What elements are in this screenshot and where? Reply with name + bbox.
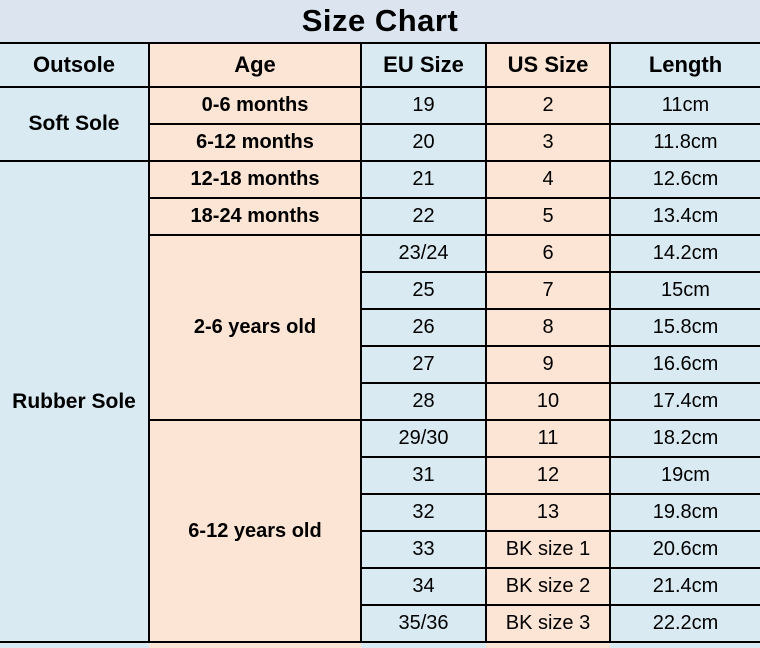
- table-row: 28 10 17.4cm: [0, 382, 760, 421]
- eu-size-cell: 28: [360, 382, 487, 421]
- eu-size-cell: 22: [360, 197, 487, 236]
- age-cell: 18-24 months: [148, 197, 362, 236]
- eu-size-cell: 32: [360, 493, 487, 532]
- age-cell: 2-6 years old: [148, 234, 362, 421]
- length-cell: 17.4cm: [609, 382, 760, 421]
- length-cell: 22.2cm: [609, 604, 760, 643]
- us-size-cell: BK size 2: [485, 567, 611, 606]
- us-size-cell: 11: [485, 419, 611, 458]
- table-row: Soft Sole 0-6 months 19 2 11cm: [0, 86, 760, 162]
- length-cell: 15.8cm: [609, 308, 760, 347]
- age-cell: 12-18 months: [148, 160, 362, 199]
- eu-size-cell: 19: [360, 86, 487, 125]
- eu-size-cell: 35/36: [360, 604, 487, 643]
- column-header-eu-size: EU Size: [360, 44, 487, 88]
- table-row: 18-24 months 22 5 13.4cm: [0, 197, 760, 236]
- table-row: 27 9 16.6cm: [0, 345, 760, 384]
- length-cell: 15cm: [609, 271, 760, 310]
- us-size-cell: BK size 3: [485, 604, 611, 643]
- column-header-outsole: Outsole: [0, 44, 150, 88]
- table-row: 31 12 19cm: [0, 456, 760, 495]
- length-cell: 12.6cm: [609, 160, 760, 199]
- outsole-cell: Rubber Sole: [0, 160, 150, 643]
- us-size-cell: 8: [485, 308, 611, 347]
- length-cell: 20.6cm: [609, 530, 760, 569]
- eu-size-cell: 20: [360, 123, 487, 162]
- age-cell: 0-6 months: [148, 86, 362, 125]
- age-cell: 6-12 years old: [148, 419, 362, 643]
- age-cell: 6-12 months: [148, 123, 362, 162]
- us-size-cell: 13: [485, 493, 611, 532]
- bottom-strip-segment: [486, 643, 610, 648]
- eu-size-cell: 29/30: [360, 419, 487, 458]
- length-cell: 11.8cm: [609, 123, 760, 162]
- length-cell: 19.8cm: [609, 493, 760, 532]
- bottom-strip-segment: [0, 643, 149, 648]
- us-size-cell: 7: [485, 271, 611, 310]
- length-cell: 19cm: [609, 456, 760, 495]
- table-bottom-edge: [0, 643, 760, 648]
- eu-size-cell: 33: [360, 530, 487, 569]
- size-table-body: Soft Sole 0-6 months 19 2 11cm 6-12 months 20 3…: [0, 86, 760, 643]
- length-cell: 14.2cm: [609, 234, 760, 273]
- bottom-strip-segment: [361, 643, 486, 648]
- table-row: 32 13 19.8cm: [0, 493, 760, 532]
- eu-size-cell: 23/24: [360, 234, 487, 273]
- page-title: Size Chart: [0, 0, 760, 44]
- column-header-us-size: US Size: [485, 44, 611, 88]
- eu-size-cell: 31: [360, 456, 487, 495]
- outsole-cell: Soft Sole: [0, 86, 150, 162]
- header-row: Outsole Age EU Size US Size Length: [0, 44, 760, 88]
- us-size-cell: 3: [485, 123, 611, 162]
- table-row: 35/36 BK size 3 22.2cm: [0, 604, 760, 643]
- table-row: 34 BK size 2 21.4cm: [0, 567, 760, 606]
- table-row: 2-6 years old 23/24 6 14.2cm: [0, 234, 760, 421]
- us-size-cell: 4: [485, 160, 611, 199]
- eu-size-cell: 27: [360, 345, 487, 384]
- us-size-cell: 10: [485, 382, 611, 421]
- table-row: 26 8 15.8cm: [0, 308, 760, 347]
- size-chart-table: Outsole Age EU Size US Size Length Soft …: [0, 44, 760, 643]
- us-size-cell: 5: [485, 197, 611, 236]
- bottom-strip-segment: [149, 643, 361, 648]
- us-size-cell: 2: [485, 86, 611, 125]
- column-header-age: Age: [148, 44, 362, 88]
- length-cell: 21.4cm: [609, 567, 760, 606]
- us-size-cell: BK size 1: [485, 530, 611, 569]
- table-row: 33 BK size 1 20.6cm: [0, 530, 760, 569]
- eu-size-cell: 25: [360, 271, 487, 310]
- us-size-cell: 9: [485, 345, 611, 384]
- length-cell: 13.4cm: [609, 197, 760, 236]
- table-row: 6-12 years old 29/30 11 18.2cm: [0, 419, 760, 643]
- us-size-cell: 6: [485, 234, 611, 273]
- table-row: 25 7 15cm: [0, 271, 760, 310]
- eu-size-cell: 21: [360, 160, 487, 199]
- column-header-length: Length: [609, 44, 760, 88]
- length-cell: 16.6cm: [609, 345, 760, 384]
- eu-size-cell: 34: [360, 567, 487, 606]
- length-cell: 11cm: [609, 86, 760, 125]
- eu-size-cell: 26: [360, 308, 487, 347]
- table-row: Rubber Sole 12-18 months 21 4 12.6cm: [0, 160, 760, 643]
- table-row: 6-12 months 20 3 11.8cm: [0, 123, 760, 162]
- us-size-cell: 12: [485, 456, 611, 495]
- length-cell: 18.2cm: [609, 419, 760, 458]
- bottom-strip-segment: [610, 643, 760, 648]
